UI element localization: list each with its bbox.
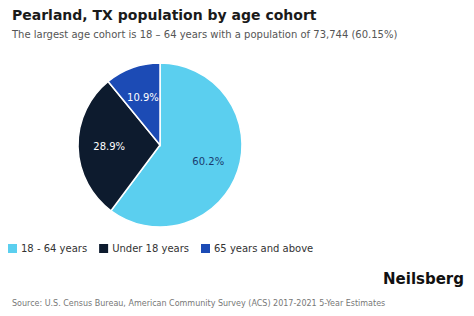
legend-item: Under 18 years: [99, 243, 189, 254]
data-label: 28.9%: [93, 141, 125, 152]
legend: 18 - 64 years Under 18 years 65 years and …: [8, 243, 313, 254]
subtitle: The largest age cohort is 18 – 64 years …: [11, 29, 397, 40]
legend-label: 18 - 64 years: [21, 243, 87, 254]
legend-swatch: [201, 244, 210, 253]
legend-swatch: [99, 244, 108, 253]
title: Pearland, TX population by age cohort: [12, 7, 317, 23]
legend-item: 65 years and above: [201, 243, 313, 254]
data-label: 10.9%: [127, 92, 159, 103]
legend-label: 65 years and above: [214, 243, 313, 254]
data-label: 60.2%: [192, 156, 224, 167]
background: [0, 0, 474, 316]
pie-slice: [108, 63, 160, 145]
chart-svg: Pearland, TX population by age cohort The…: [0, 0, 474, 316]
brand: Neilsberg: [383, 270, 464, 288]
data-labels: 60.2% 28.9% 10.9%: [93, 92, 224, 167]
pie: [78, 63, 242, 227]
legend-item: 18 - 64 years: [8, 243, 87, 254]
source: Source: U.S. Census Bureau, American Com…: [12, 299, 385, 308]
legend-swatch: [8, 244, 17, 253]
chart-container: Pearland, TX population by age cohort The…: [0, 0, 474, 316]
legend-label: Under 18 years: [112, 243, 189, 254]
pie-slice: [78, 81, 160, 210]
